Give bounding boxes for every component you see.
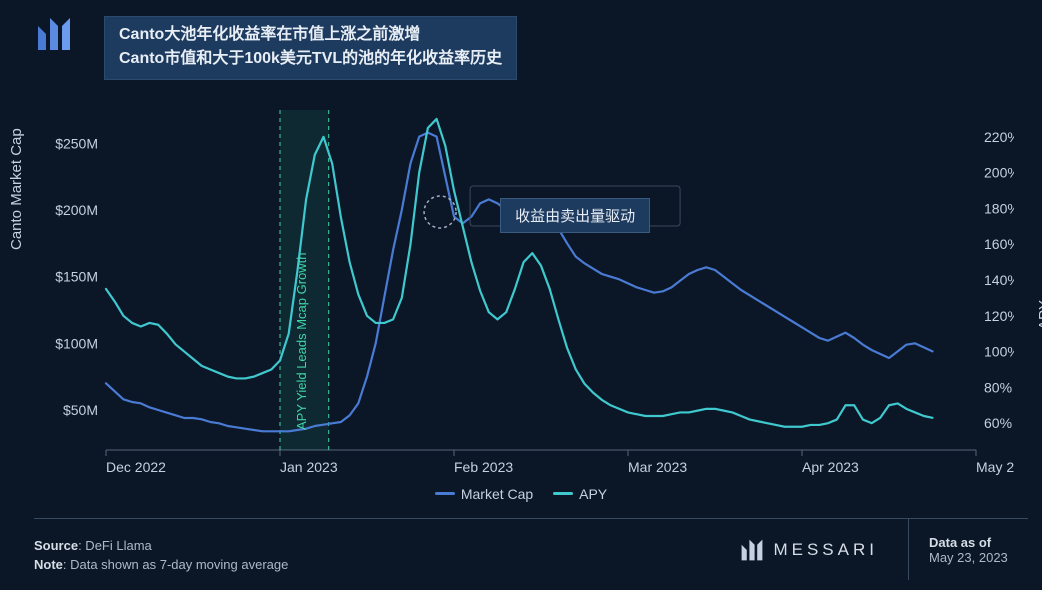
chart-title-line1: Canto大池年化收益率在市值上涨之前激增 <box>119 23 502 47</box>
svg-text:120%: 120% <box>984 308 1014 324</box>
y1-axis-label: Canto Market Cap <box>8 128 25 250</box>
svg-text:100%: 100% <box>984 344 1014 360</box>
svg-text:$250M: $250M <box>55 135 98 151</box>
note-label: Note <box>34 557 63 572</box>
chart-title-line2: Canto市值和大于100k美元TVL的池的年化收益率历史 <box>119 47 502 71</box>
footer-left: Source: DeFi Llama Note: Data shown as 7… <box>34 528 709 572</box>
svg-text:80%: 80% <box>984 379 1012 395</box>
legend: Market Cap APY <box>0 482 1042 502</box>
note-value: : Data shown as 7-day moving average <box>63 557 288 572</box>
footer-date: Data as of May 23, 2023 <box>908 519 1028 580</box>
svg-text:Apr 2023: Apr 2023 <box>802 459 859 475</box>
footer: Source: DeFi Llama Note: Data shown as 7… <box>34 518 1028 580</box>
annotation-apy-leads: APY Yield Leads Mcap Growth <box>294 252 309 430</box>
source-value: : DeFi Llama <box>78 538 152 553</box>
svg-text:200%: 200% <box>984 165 1014 181</box>
svg-text:May 2023: May 2023 <box>976 459 1014 475</box>
svg-text:$100M: $100M <box>55 335 98 351</box>
brand-logo-top <box>34 14 74 59</box>
source-label: Source <box>34 538 78 553</box>
svg-text:180%: 180% <box>984 200 1014 216</box>
svg-text:160%: 160% <box>984 236 1014 252</box>
svg-text:$150M: $150M <box>55 269 98 285</box>
brand-logo-footer: MESSARI <box>709 537 908 563</box>
svg-text:Jan 2023: Jan 2023 <box>280 459 338 475</box>
svg-text:60%: 60% <box>984 415 1012 431</box>
svg-text:Feb 2023: Feb 2023 <box>454 459 513 475</box>
legend-item-marketcap: Market Cap <box>435 486 533 502</box>
svg-text:140%: 140% <box>984 272 1014 288</box>
legend-item-apy: APY <box>553 486 607 502</box>
y2-axis-label: APY <box>1036 300 1042 330</box>
svg-text:$50M: $50M <box>63 402 98 418</box>
svg-text:$200M: $200M <box>55 202 98 218</box>
svg-text:Mar 2023: Mar 2023 <box>628 459 687 475</box>
chart-area: Dec 2022 Jan 2023 Feb 2023 Mar 2023 Apr 2023… <box>34 90 1014 480</box>
svg-text:Dec 2022: Dec 2022 <box>106 459 166 475</box>
annotation-yield-sell: 收益由卖出量驱动 <box>500 198 650 233</box>
chart-title-box: Canto大池年化收益率在市值上涨之前激增 Canto市值和大于100k美元TV… <box>104 16 517 80</box>
svg-text:220%: 220% <box>984 129 1014 145</box>
